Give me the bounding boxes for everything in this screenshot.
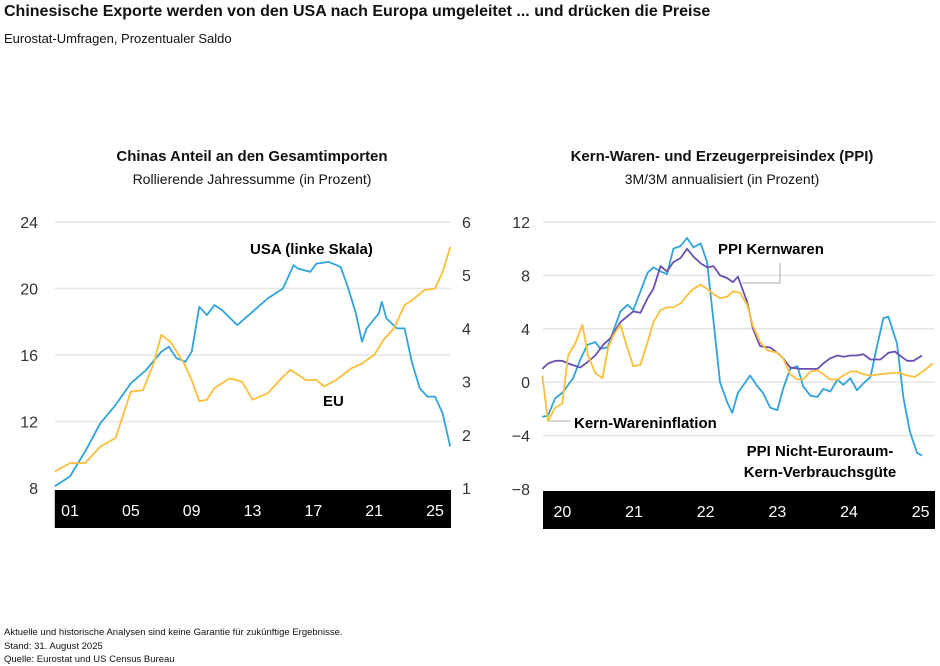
- x-tick-label: 01: [61, 503, 79, 520]
- y-tick-label: 8: [29, 481, 38, 498]
- x-tick-label: 24: [840, 504, 858, 521]
- x-tick-label: 20: [553, 504, 571, 521]
- left-chart-title: Chinas Anteil an den Gesamtimporten: [116, 148, 388, 165]
- usa-series-label: USA (linke Skala): [250, 241, 373, 258]
- x-tick-label: 23: [768, 504, 786, 521]
- y-right-tick-label: 6: [462, 215, 471, 232]
- left-chart-subtitle: Rollierende Jahressumme (in Prozent): [132, 171, 372, 187]
- y-tick-label: 4: [521, 322, 530, 339]
- x-tick-label: 25: [426, 503, 444, 520]
- y-right-tick-label: 5: [462, 268, 471, 285]
- series-line-kern-wareninflation: [541, 283, 934, 422]
- y-right-tick-label: 1: [462, 481, 471, 498]
- x-tick-label: 13: [244, 503, 262, 520]
- y-tick-label: 24: [20, 215, 38, 232]
- ppi-nicht-euroraum-label-line1: PPI Nicht-Euroraum-: [747, 443, 894, 460]
- x-axis-band: [543, 491, 935, 529]
- y-right-tick-label: 4: [462, 321, 471, 338]
- y-tick-label: 12: [512, 215, 530, 232]
- footer-source: Quelle: Eurostat und US Census Bureau: [4, 654, 175, 665]
- y-tick-label: 8: [521, 268, 530, 285]
- x-axis-band: [54, 490, 452, 528]
- page-subtitle: Eurostat-Umfragen, Prozentualer Saldo: [4, 31, 232, 46]
- y-tick-label: 16: [20, 348, 38, 365]
- footer-disclaimer: Aktuelle und historische Analysen sind k…: [4, 627, 343, 638]
- x-tick-label: 21: [365, 503, 383, 520]
- series-line-ppi-kernwaren: [541, 247, 923, 370]
- ppi-kernwaren-leader-line: [742, 263, 781, 284]
- y-tick-label: 20: [20, 282, 38, 299]
- y-right-tick-label: 3: [462, 375, 471, 392]
- y-tick-label: −8: [512, 482, 530, 499]
- x-tick-label: 25: [912, 504, 930, 521]
- right-chart-subtitle: 3M/3M annualisiert (in Prozent): [624, 171, 820, 187]
- kern-wareninflation-label: Kern-Wareninflation: [574, 415, 717, 432]
- y-tick-label: 0: [521, 375, 530, 392]
- y-right-tick-label: 2: [462, 428, 471, 445]
- y-tick-label: 12: [20, 415, 38, 432]
- y-tick-label: −4: [512, 429, 530, 446]
- x-tick-label: 17: [304, 503, 322, 520]
- ppi-nicht-euroraum-label-line2: Kern-Verbrauchsgüte: [744, 464, 897, 481]
- footer-date: Stand: 31. August 2025: [4, 641, 103, 652]
- series-line-usa-linke-skala-: [54, 261, 452, 488]
- x-tick-label: 22: [697, 504, 715, 521]
- right-chart-title: Kern-Waren- und Erzeugerpreisindex (PPI): [570, 148, 874, 165]
- x-tick-label: 05: [122, 503, 140, 520]
- ppi-kernwaren-label: PPI Kernwaren: [718, 241, 824, 258]
- eu-series-label: EU: [323, 393, 344, 410]
- x-tick-label: 21: [625, 504, 643, 521]
- right-chart: −8 −4 0 4 8 12 20 21 22 23 24 25: [512, 215, 935, 529]
- series-line-eu: [54, 246, 452, 473]
- x-tick-label: 09: [183, 503, 201, 520]
- page-title: Chinesische Exporte werden von den USA n…: [4, 3, 711, 20]
